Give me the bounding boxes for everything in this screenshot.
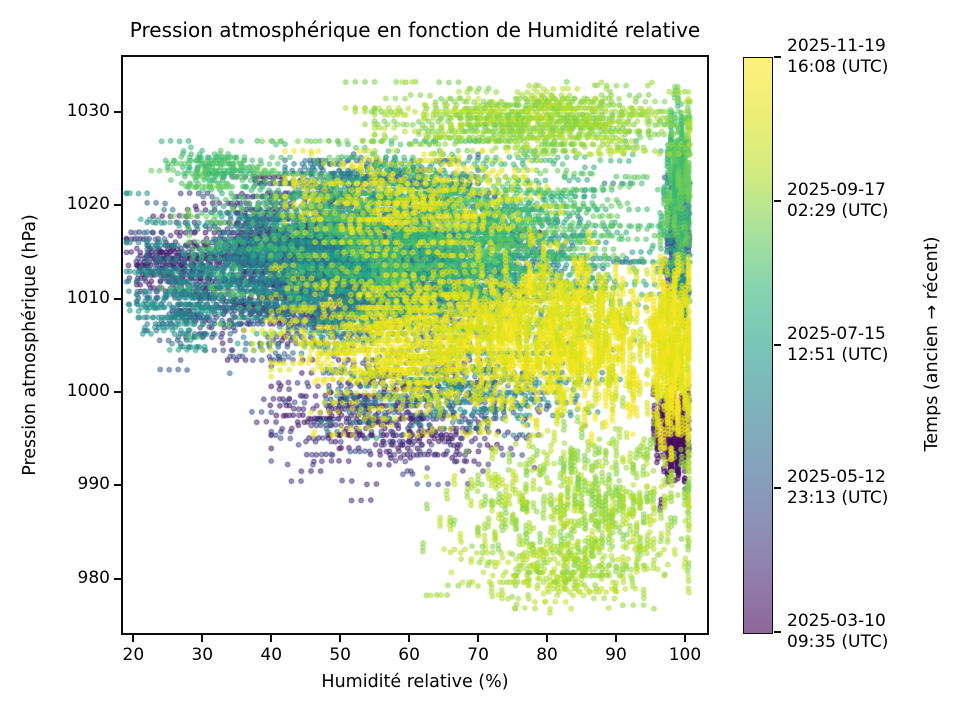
colorbar-tick-mark (774, 631, 781, 633)
y-tick-mark (114, 577, 121, 580)
x-tick-label: 80 (536, 645, 558, 665)
x-tick-label: 100 (668, 645, 702, 665)
x-tick-mark (683, 635, 686, 642)
x-tick-mark (408, 635, 411, 642)
colorbar-tick-label: 2025-05-12 23:13 (UTC) (787, 467, 889, 509)
x-tick-mark (477, 635, 480, 642)
y-tick-mark (114, 204, 121, 207)
colorbar-tick-mark (774, 343, 781, 346)
y-tick-label: 1000 (66, 381, 110, 402)
x-tick-mark (270, 635, 273, 642)
x-tick-label: 90 (605, 645, 627, 665)
x-tick-mark (132, 635, 135, 642)
y-tick-label: 990 (77, 474, 110, 495)
y-tick-mark (114, 484, 121, 487)
x-tick-label: 50 (329, 645, 351, 665)
x-tick-label: 60 (398, 645, 420, 665)
scatter-points-layer (123, 57, 707, 633)
colorbar-tick-mark (774, 199, 781, 202)
colorbar (743, 57, 773, 634)
y-tick-mark (114, 391, 121, 394)
colorbar-tick-mark (774, 56, 781, 58)
x-tick-label: 30 (191, 645, 214, 665)
colorbar-tick-label: 2025-07-15 12:51 (UTC) (787, 323, 889, 365)
y-tick-mark (114, 111, 121, 114)
x-tick-mark (546, 635, 549, 642)
chart-title: Pression atmosphérique en fonction de Hu… (129, 18, 701, 42)
colorbar-tick-label: 2025-09-17 02:29 (UTC) (787, 179, 889, 221)
colorbar-tick-label: 2025-03-10 09:35 (UTC) (787, 611, 889, 652)
x-tick-mark (201, 635, 204, 642)
x-axis-label: Humidité relative (%) (321, 672, 509, 692)
colorbar-tick-mark (774, 487, 781, 490)
x-tick-label: 40 (260, 645, 283, 665)
x-tick-mark (339, 635, 342, 642)
colorbar-tick-label: 2025-11-19 16:08 (UTC) (787, 36, 889, 77)
x-tick-label: 70 (467, 645, 489, 665)
plot-frame (121, 55, 709, 635)
y-tick-label: 1020 (66, 194, 110, 215)
colorbar-label: Temps (ancien → récent) (922, 236, 942, 452)
x-tick-mark (614, 635, 617, 642)
x-tick-label: 20 (122, 645, 145, 665)
y-tick-label: 1030 (66, 101, 110, 122)
y-tick-mark (114, 297, 121, 300)
y-tick-label: 980 (77, 567, 110, 588)
y-tick-label: 1010 (66, 287, 110, 308)
y-axis-label: Pression atmosphérique (hPa) (20, 214, 40, 476)
